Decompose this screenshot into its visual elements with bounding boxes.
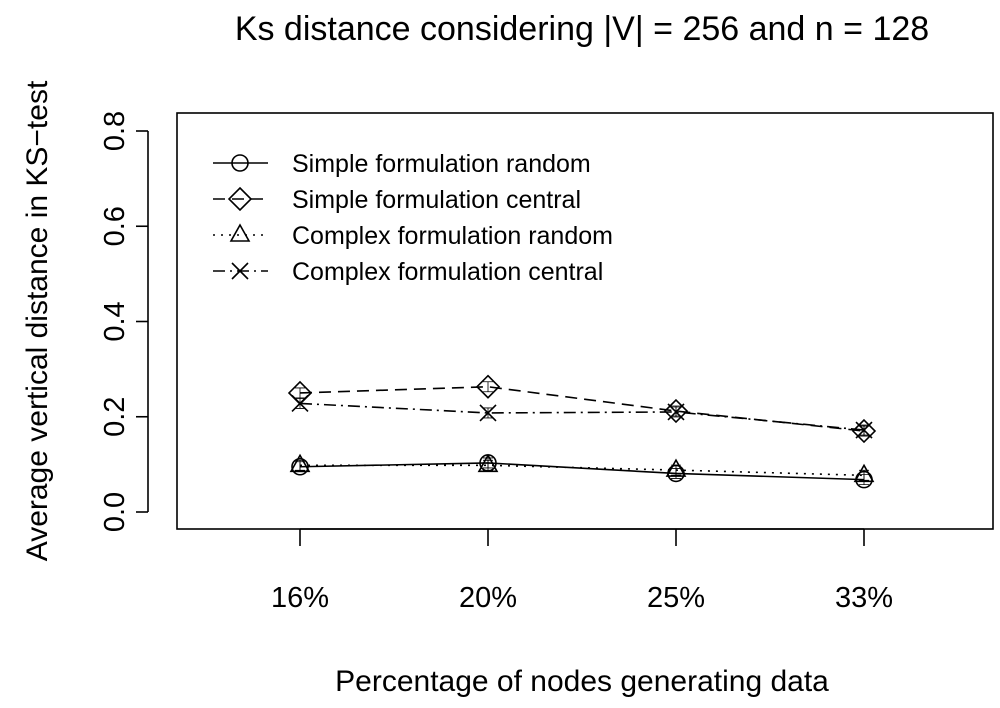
series-simple-formulation-random <box>291 454 873 489</box>
y-axis: 0.0 0.2 0.4 0.6 0.8 <box>99 111 149 532</box>
legend-item: Simple formulation central <box>213 186 581 214</box>
legend-item: Complex formulation random <box>213 222 613 250</box>
data-point <box>291 457 309 476</box>
x-tick-label: 25% <box>647 582 705 614</box>
data-point <box>479 404 497 422</box>
data-point <box>855 421 873 439</box>
legend-marker <box>231 262 249 280</box>
y-axis-label: Average vertical distance in KS−test <box>21 80 54 561</box>
y-tick-label: 0.6 <box>99 206 131 246</box>
data-point <box>291 394 309 412</box>
series-line <box>299 385 865 432</box>
y-tick-label: 0.0 <box>99 492 131 532</box>
y-tick-label: 0.2 <box>99 397 131 437</box>
x-axis: 16% 20% 25% 33% <box>271 528 893 614</box>
legend-item: Simple formulation random <box>213 150 591 178</box>
error-bar <box>295 387 305 399</box>
legend-label: Simple formulation central <box>292 186 581 214</box>
series-complex-formulation-central <box>291 394 873 439</box>
data-point <box>665 458 687 477</box>
series-layer <box>287 374 877 489</box>
legend: Simple formulation random Simple formulat… <box>213 150 613 286</box>
legend-marker <box>227 186 253 212</box>
y-tick-label: 0.4 <box>99 301 131 341</box>
x-axis-label: Percentage of nodes generating data <box>335 665 829 698</box>
data-point <box>853 463 875 483</box>
data-point <box>289 453 311 473</box>
legend-item: Complex formulation central <box>213 258 603 286</box>
data-point <box>475 374 501 399</box>
legend-marker <box>231 154 249 172</box>
legend-label: Complex formulation central <box>292 258 603 286</box>
series-line <box>299 462 865 481</box>
series-complex-formulation-random <box>289 453 875 483</box>
data-point <box>851 418 877 444</box>
series-line <box>299 402 865 431</box>
legend-label: Complex formulation random <box>292 222 613 250</box>
y-tick-label: 0.8 <box>99 111 131 151</box>
chart-title: Ks distance considering |V| = 256 and n … <box>235 10 929 48</box>
data-point <box>477 453 499 473</box>
series-simple-formulation-central <box>287 374 877 444</box>
data-point <box>667 403 685 421</box>
x-tick-label: 20% <box>459 582 517 614</box>
data-point <box>663 398 689 424</box>
legend-marker <box>229 223 251 242</box>
series-line <box>300 464 865 477</box>
x-tick-label: 33% <box>835 582 893 614</box>
x-tick-label: 16% <box>271 582 329 614</box>
error-bar <box>483 381 493 393</box>
legend-label: Simple formulation random <box>292 150 591 178</box>
